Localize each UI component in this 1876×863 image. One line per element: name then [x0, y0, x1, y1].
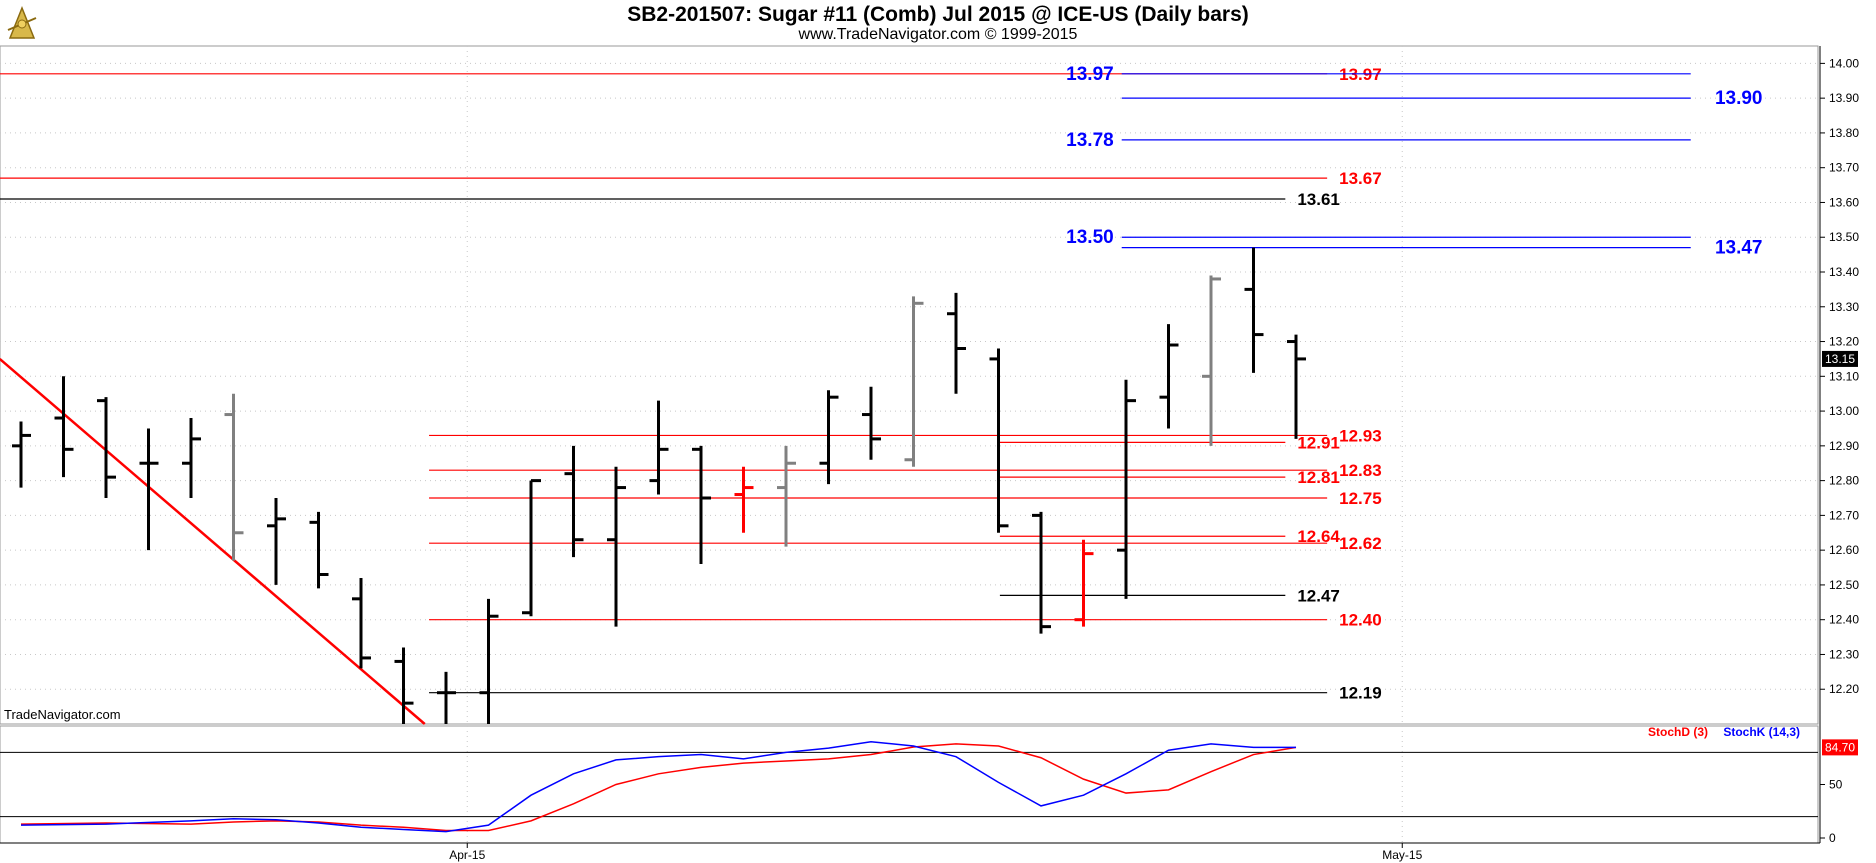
- level-label-12.81: 12.81: [1297, 468, 1340, 487]
- y-tick-label: 13.60: [1829, 195, 1859, 209]
- ohlc-bar: [1074, 539, 1094, 627]
- stoch-y-tick-label: 50: [1829, 778, 1843, 792]
- ohlc-bar: [54, 376, 74, 478]
- ohlc-bar: [12, 421, 31, 488]
- price-panel: [0, 45, 1819, 725]
- y-tick-label: 12.40: [1829, 613, 1859, 627]
- y-tick-label: 12.60: [1829, 543, 1859, 557]
- ohlc-bar: [1244, 247, 1264, 373]
- level-label-13.67: 13.67: [1339, 169, 1382, 188]
- level-label-13.61: 13.61: [1297, 190, 1340, 209]
- ohlc-bar: [522, 479, 541, 617]
- y-tick-label: 13.10: [1829, 369, 1859, 383]
- level-label-13.78: 13.78: [1066, 130, 1114, 151]
- level-label-13.97: 13.97: [1066, 64, 1114, 85]
- y-tick-label: 13.90: [1829, 91, 1859, 105]
- legend-stochk: StochK (14,3): [1723, 725, 1800, 739]
- level-label-13.47: 13.47: [1715, 238, 1763, 259]
- y-tick-label: 12.20: [1829, 682, 1859, 696]
- chart-frame: [0, 45, 1821, 844]
- ohlc-bar: [309, 511, 329, 589]
- level-label-12.91: 12.91: [1297, 433, 1340, 452]
- ohlc-bar: [989, 348, 1009, 533]
- y-tick-label: 12.80: [1829, 474, 1859, 488]
- stoch-last-marker: [1822, 739, 1858, 756]
- ohlc-bar: [479, 598, 499, 724]
- stochastic-panel-frame: [0, 725, 1819, 844]
- date-axis: Apr-15 May-15: [449, 843, 1423, 862]
- trade-navigator-logo: [4, 2, 40, 42]
- last-price-marker: [1822, 350, 1858, 367]
- level-label-12.93: 12.93: [1339, 426, 1382, 445]
- y-tick-label: 12.50: [1829, 578, 1859, 592]
- ohlc-bar: [1032, 511, 1051, 634]
- ohlc-bar: [437, 671, 456, 724]
- level-label-12.62: 12.62: [1339, 534, 1382, 553]
- level-label-12.64: 12.64: [1297, 527, 1340, 546]
- stoch-last-label: 84.70: [1825, 740, 1855, 754]
- stochastic-panel: 50 0 StochD (3) StochK (14,3) 84.70: [0, 725, 1858, 845]
- level-label-13.90: 13.90: [1715, 88, 1763, 109]
- watermark: TradeNavigator.com: [4, 707, 121, 722]
- y-tick-label: 13.70: [1829, 161, 1859, 175]
- ohlc-bar: [394, 647, 414, 724]
- chart-title: SB2-201507: Sugar #11 (Comb) Jul 2015 @ …: [627, 3, 1249, 26]
- ohlc-bar: [904, 296, 924, 467]
- y-tick-label: 13.00: [1829, 404, 1859, 418]
- ohlc-bar: [607, 466, 626, 627]
- y-tick-label: 12.30: [1829, 647, 1859, 661]
- y-tick-label: 12.90: [1829, 439, 1859, 453]
- level-label-12.40: 12.40: [1339, 611, 1382, 630]
- level-label-13.50: 13.50: [1066, 227, 1114, 248]
- ohlc-bar: [777, 445, 796, 547]
- ohlc-bar: [692, 445, 711, 565]
- ohlc-bar: [1159, 324, 1179, 429]
- price-bars: [12, 247, 1306, 724]
- ohlc-bar: [352, 577, 371, 669]
- x-tick-label: May-15: [1382, 848, 1422, 862]
- ohlc-bar: [734, 466, 754, 533]
- level-label-12.75: 12.75: [1339, 489, 1382, 508]
- last-price-label: 13.15: [1825, 352, 1855, 366]
- ohlc-bar: [947, 292, 966, 394]
- level-label-12.47: 12.47: [1297, 586, 1340, 605]
- stoch-y-tick-label: 0: [1829, 831, 1836, 845]
- stoch-line-StochK (14,3): [20, 740, 1296, 833]
- chart-header: SB2-201507: Sugar #11 (Comb) Jul 2015 @ …: [0, 0, 1876, 46]
- legend-stochd: StochD (3): [1648, 725, 1708, 739]
- price-axis: 14.00 13.90 13.80 13.70 13.60 13.50 13.40 13.30…: [1820, 56, 1859, 696]
- ohlc-bar: [267, 498, 286, 585]
- y-tick-label: 13.30: [1829, 300, 1859, 314]
- ohlc-bar: [564, 445, 584, 558]
- ohlc-bar: [862, 386, 881, 460]
- ohlc-bar: [1202, 275, 1221, 446]
- level-label-12.19: 12.19: [1339, 684, 1382, 703]
- y-tick-label: 13.50: [1829, 230, 1859, 244]
- y-tick-label: 13.40: [1829, 265, 1859, 279]
- ohlc-bar: [224, 393, 244, 561]
- chart-subtitle: www.TradeNavigator.com © 1999-2015: [798, 26, 1078, 43]
- y-tick-label: 13.80: [1829, 126, 1859, 140]
- y-tick-label: 14.00: [1829, 56, 1859, 70]
- ohlc-bar: [1117, 379, 1136, 599]
- ohlc-bar: [1287, 334, 1306, 439]
- y-tick-label: 13.20: [1829, 335, 1859, 349]
- level-label-12.83: 12.83: [1339, 461, 1382, 480]
- red-downtrend-line: [0, 357, 426, 725]
- y-tick-label: 12.70: [1829, 508, 1859, 522]
- ohlc-bar: [139, 428, 159, 551]
- ohlc-bar: [97, 397, 116, 498]
- ohlc-bar: [182, 418, 201, 498]
- x-tick-label: Apr-15: [449, 848, 485, 862]
- ohlc-bar: [649, 400, 669, 495]
- trendline: [0, 357, 426, 725]
- ohlc-bar: [819, 390, 839, 485]
